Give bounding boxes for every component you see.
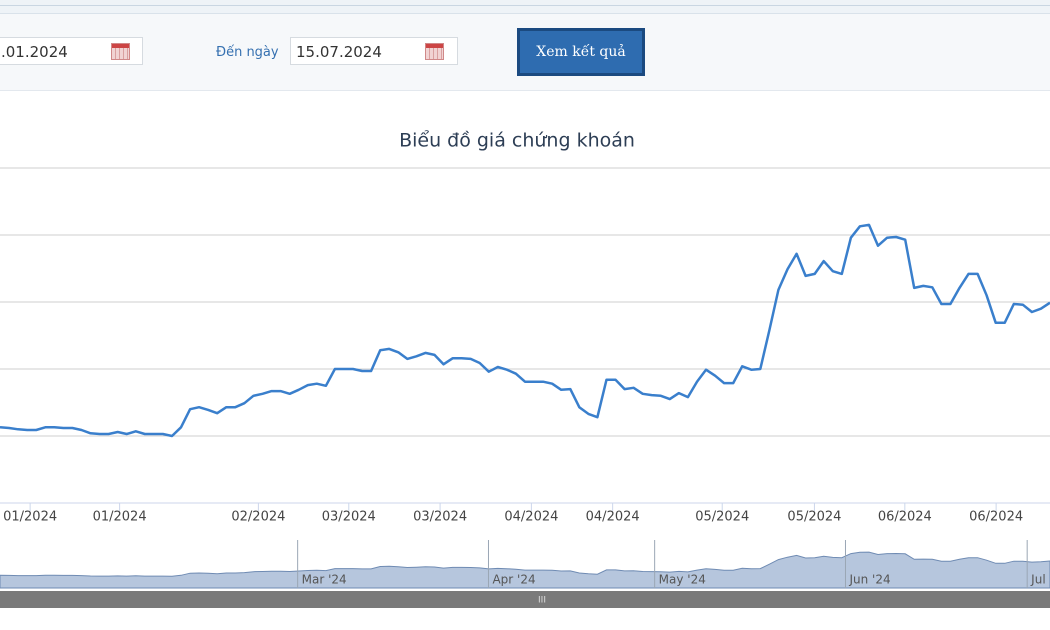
x-tick-label: 03/2024: [322, 510, 376, 525]
from-date: .01.2024: [1, 43, 68, 61]
x-tick-label: 01/2024: [93, 510, 147, 525]
to-date: 15.07.2024: [296, 43, 382, 61]
top-strip: [0, 0, 1050, 14]
x-tick-label: 03/2024: [413, 510, 467, 525]
navigator-label: Mar '24: [302, 573, 347, 587]
x-tick-label: 01/2024: [3, 510, 57, 525]
filter-form: .01.2024 Đến ngày 15.07.2024 Xem kết quả: [0, 14, 1050, 91]
calendar-icon[interactable]: [111, 43, 130, 60]
x-tick-label: 04/2024: [586, 510, 640, 525]
price-line: [0, 223, 1050, 438]
to-label: Đến ngày: [216, 45, 279, 60]
navigator-label: Jun '24: [848, 573, 890, 587]
x-tick-label: 02/2024: [231, 510, 285, 525]
chart-title: Biểu đồ giá chứng khoán: [399, 130, 635, 152]
navigator-label: Jul: [1030, 573, 1045, 587]
scrollbar-grip[interactable]: III: [538, 596, 546, 606]
submit-button[interactable]: Xem kết quả: [517, 28, 645, 76]
x-tick-label: 05/2024: [787, 510, 841, 525]
navigator-area: [0, 551, 1050, 589]
x-tick-label: 04/2024: [504, 510, 558, 525]
navigator-label: May '24: [659, 573, 706, 587]
to-date-input[interactable]: 15.07.2024: [290, 37, 458, 65]
navigator-label: Apr '24: [492, 573, 535, 587]
scrollbar[interactable]: [0, 591, 1050, 608]
calendar-icon[interactable]: [425, 43, 444, 60]
x-tick-label: 06/2024: [969, 510, 1023, 525]
from-date-input[interactable]: .01.2024: [0, 37, 143, 65]
x-tick-label: 05/2024: [695, 510, 749, 525]
x-tick-label: 06/2024: [878, 510, 932, 525]
